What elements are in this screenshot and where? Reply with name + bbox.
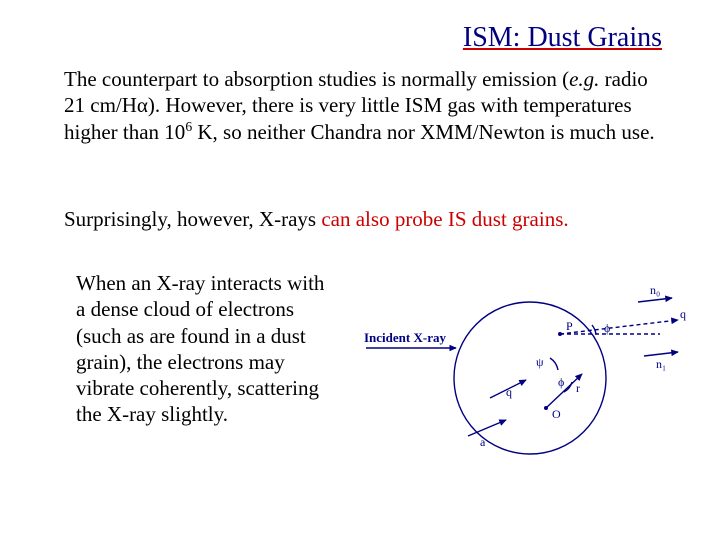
center-point	[544, 406, 548, 410]
n0-vector	[638, 298, 672, 302]
label-n0: n₀	[650, 283, 660, 297]
label-q-in: q	[506, 385, 512, 399]
scattering-diagram: Incident X-ray n₀ q n₁ ϕ P ψ ϕ r q a O	[360, 278, 690, 468]
phi-arc-top	[592, 325, 596, 334]
grain-circle	[454, 302, 606, 454]
label-a: a	[480, 435, 486, 449]
incident-label: Incident X-ray	[364, 330, 446, 345]
p2-highlight: can also probe IS dust grains.	[321, 207, 568, 231]
a-vector	[468, 420, 506, 436]
label-phi-mid: ϕ	[558, 375, 564, 389]
paragraph-2: Surprisingly, however, X-rays can also p…	[64, 206, 684, 232]
label-phi-top: ϕ	[604, 321, 610, 335]
label-p: P	[566, 319, 573, 333]
p1-text-3: K, so neither Chandra nor XMM/Newton is …	[192, 120, 655, 144]
n1-vector	[644, 352, 678, 356]
label-n1: n₁	[656, 357, 666, 371]
p1-text-1: The counterpart to absorption studies is…	[64, 67, 569, 91]
label-r: r	[576, 381, 580, 395]
label-q-out: q	[680, 307, 686, 321]
page-title: ISM: Dust Grains	[463, 22, 662, 54]
label-psi: ψ	[536, 355, 544, 369]
outgoing-ray-top	[560, 320, 678, 334]
psi-arc	[550, 358, 558, 370]
paragraph-3: When an X-ray interacts with a dense clo…	[76, 270, 336, 428]
label-o: O	[552, 407, 561, 421]
p2-text-1: Surprisingly, however, X-rays	[64, 207, 321, 231]
paragraph-1: The counterpart to absorption studies is…	[64, 66, 664, 145]
p1-eg: e.g.	[569, 67, 599, 91]
p-point	[558, 332, 562, 336]
